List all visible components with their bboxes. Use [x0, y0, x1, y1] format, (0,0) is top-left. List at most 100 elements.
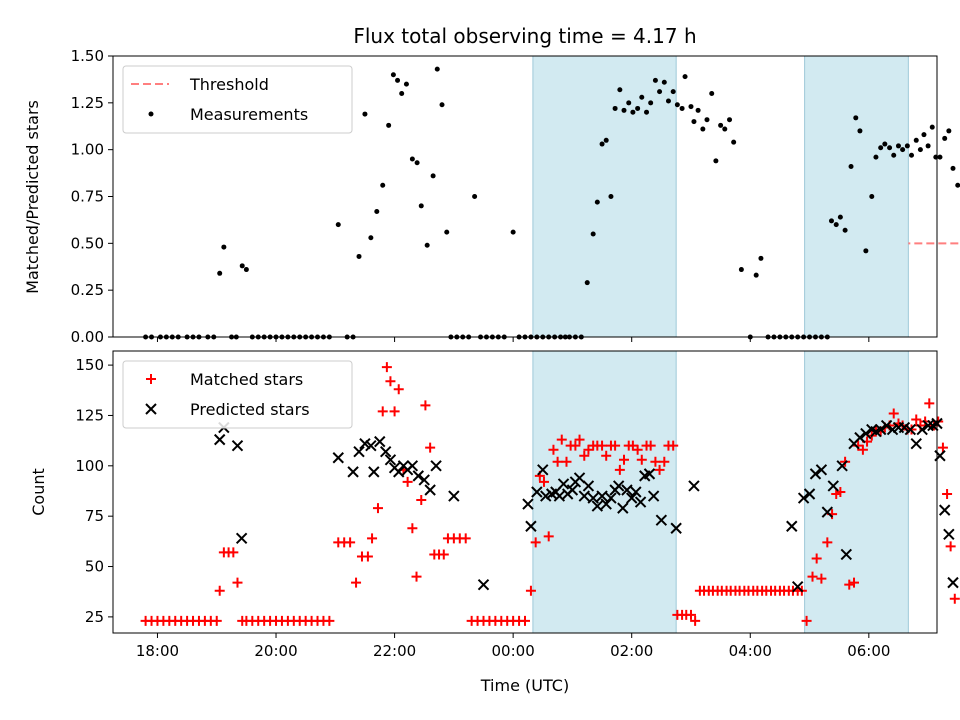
measurements-point: [386, 122, 392, 128]
measurements-point: [837, 214, 843, 220]
measurements-point: [639, 94, 645, 100]
matched-stars-point: [377, 406, 388, 417]
matched-stars-point: [610, 440, 621, 451]
matched-stars-point: [530, 537, 541, 548]
y-tick-label: 125: [75, 406, 104, 424]
matched-stars-point: [645, 440, 656, 451]
legend-swatch: [146, 374, 156, 384]
matched-stars-point: [654, 464, 665, 475]
predicted-stars-point: [827, 480, 839, 492]
matched-stars-point: [685, 609, 696, 620]
y-tick-label: 1.50: [71, 47, 104, 65]
matched-stars-point: [636, 454, 647, 465]
measurements-point: [873, 154, 879, 160]
matched-stars-point: [844, 579, 855, 590]
matched-stars-point: [389, 406, 400, 417]
predicted-stars-point: [531, 486, 543, 498]
measurements-point: [652, 77, 658, 83]
matched-stars-point: [659, 456, 670, 467]
predicted-stars-point: [553, 490, 566, 502]
measurements-point: [853, 115, 859, 121]
measurements-point: [584, 280, 590, 286]
y-tick-label: 0.00: [71, 328, 104, 346]
measurements-point: [626, 100, 632, 106]
measurements-point: [878, 145, 884, 151]
predicted-stars-point: [860, 427, 872, 440]
observing-window-band: [532, 56, 677, 337]
matched-stars-point: [214, 585, 225, 596]
matched-stars-point: [618, 454, 629, 465]
predicted-stars-point: [582, 480, 595, 492]
measurements-point: [691, 119, 697, 125]
measurements-point: [243, 267, 249, 273]
measurements-point: [937, 154, 943, 160]
matched-stars-point: [411, 571, 422, 582]
y-ticks: 25 50 75 100 125 150: [75, 356, 113, 626]
measurements-point: [950, 165, 956, 171]
matched-stars-point: [548, 444, 559, 455]
measurements-point: [661, 79, 667, 85]
predicted-stars-point: [943, 528, 955, 541]
matched-stars-point: [632, 444, 643, 455]
measurements-point: [418, 203, 424, 209]
measurements-point: [758, 255, 764, 261]
predicted-stars-point: [880, 419, 893, 432]
matched-stars-point: [807, 571, 818, 582]
measurements-point: [709, 90, 715, 96]
y-tick-label: 0.75: [71, 188, 104, 206]
observing-window-band: [804, 351, 909, 633]
predicted-stars-point: [647, 490, 660, 502]
matched-stars-point: [420, 400, 431, 411]
measurements-point: [857, 128, 863, 134]
y-tick-label: 25: [85, 608, 104, 626]
predicted-stars-point: [643, 468, 656, 480]
matched-stars-point: [822, 537, 833, 548]
predicted-stars-point: [418, 474, 430, 486]
predicted-stars-point: [537, 464, 549, 476]
measurements-point: [842, 227, 848, 233]
measurements-point: [594, 199, 600, 205]
matched-stars-point: [407, 523, 418, 534]
matched-stars-point: [945, 541, 956, 552]
legend-box: [122, 65, 353, 134]
matched-stars-point: [460, 533, 471, 544]
predicted-stars-point: [655, 514, 668, 526]
measurements-point: [695, 107, 701, 113]
legend-box: [122, 360, 353, 429]
x-tick-label: 04:00: [729, 642, 772, 660]
measurements-point: [848, 164, 854, 170]
measurements-point: [882, 141, 888, 147]
x-axis-label: Time (UTC): [480, 676, 569, 695]
predicted-stars-point: [621, 484, 633, 496]
measurements-point: [635, 105, 641, 111]
predicted-stars-point: [406, 460, 419, 472]
measurements-point: [925, 143, 931, 149]
measurements-point: [644, 109, 650, 115]
predicted-stars-point: [332, 452, 344, 464]
measurements-point: [356, 253, 362, 259]
matched-stars-point: [835, 487, 846, 497]
legend-swatch: [148, 111, 154, 117]
predicted-stars-point: [791, 580, 804, 593]
matched-stars-point: [816, 573, 827, 584]
measurements-point: [599, 141, 605, 147]
predicted-stars-point: [374, 435, 386, 448]
matched-stars-point: [393, 384, 404, 395]
predicted-stars-point: [840, 548, 853, 561]
predicted-stars-point: [557, 478, 570, 490]
measurements-point: [946, 128, 952, 134]
panel-frame: [112, 350, 938, 634]
panel-ratio: 0.00 0.25 0.50 0.75 1.00 1.25 1.50 Matched/Pre…: [23, 47, 960, 346]
legend-swatch: [145, 403, 157, 415]
measurements-point: [718, 122, 724, 128]
predicted-stars-point: [836, 460, 848, 472]
predicted-stars-point: [522, 498, 534, 510]
y-tick-label: 50: [85, 558, 104, 576]
matched-stars-point: [372, 503, 383, 514]
matched-stars-point: [425, 442, 436, 453]
predicted-stars-point: [625, 492, 638, 504]
x-ticks: 18:00 20:00 22:00 00:00 02:00 04:00 06:00: [136, 633, 890, 660]
matched-stars-point: [857, 444, 868, 455]
predicted-stars-point: [797, 492, 810, 504]
measurements-point: [648, 100, 654, 106]
